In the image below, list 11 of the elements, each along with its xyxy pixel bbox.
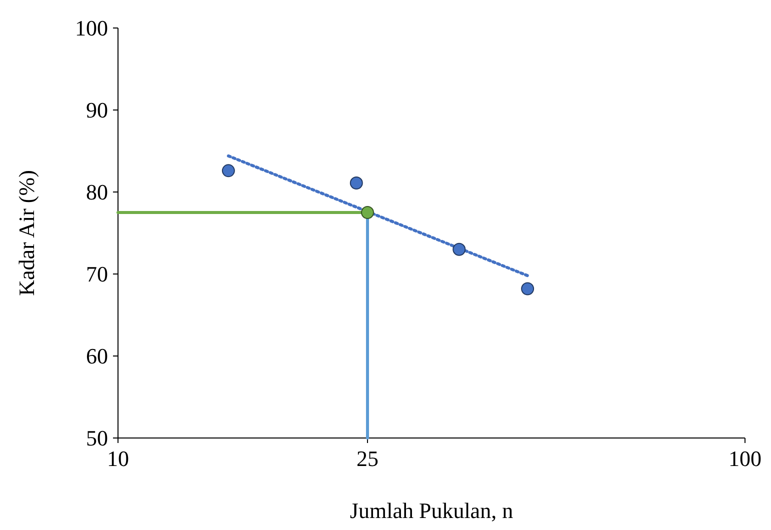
y-tick-label: 70 bbox=[86, 262, 108, 287]
y-tick-label: 90 bbox=[86, 98, 108, 123]
y-tick-label: 60 bbox=[86, 344, 108, 369]
y-tick-label: 100 bbox=[75, 16, 108, 41]
x-axis-title: Jumlah Pukulan, n bbox=[350, 498, 514, 523]
x-tick-label: 100 bbox=[728, 446, 762, 471]
x-tick-label: 10 bbox=[107, 446, 129, 471]
y-tick-label: 50 bbox=[86, 426, 108, 451]
x-tick-label: 25 bbox=[356, 446, 379, 471]
y-tick-label: 80 bbox=[86, 180, 108, 205]
y-axis-title: Kadar Air (%) bbox=[14, 170, 39, 296]
